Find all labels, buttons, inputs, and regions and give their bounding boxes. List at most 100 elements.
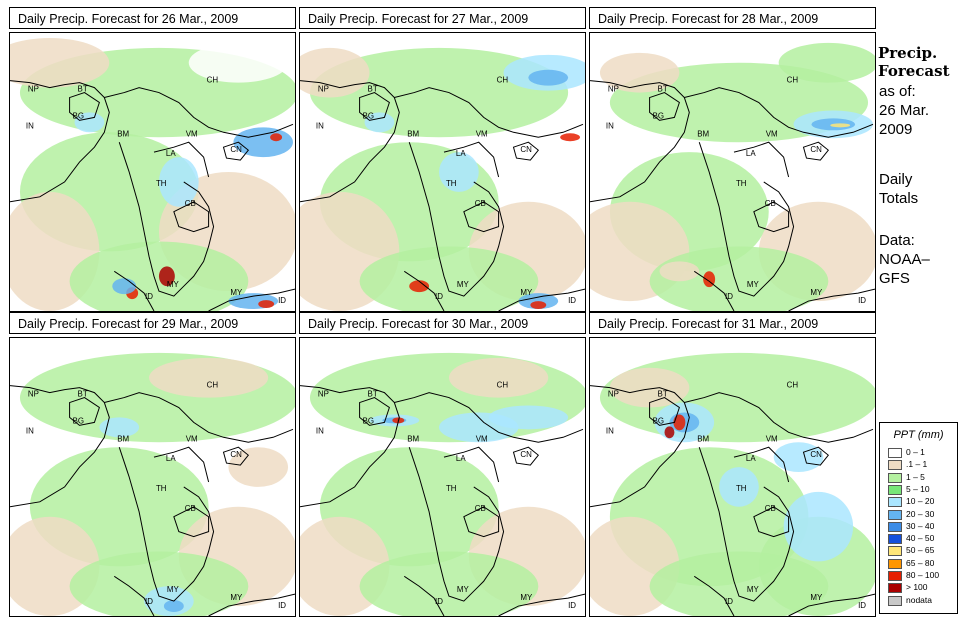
country-label: VM: [766, 434, 778, 443]
as-of-line-2: 26 Mar.: [879, 102, 930, 119]
coastline-borders: [590, 385, 875, 616]
precip-area: [163, 600, 184, 613]
legend-title: PPT (mm): [893, 429, 944, 441]
country-label: TH: [446, 179, 457, 188]
country-label: ID: [278, 601, 286, 610]
country-label: IN: [316, 426, 324, 435]
legend-swatch: [888, 484, 902, 495]
country-label: BT: [78, 85, 88, 94]
country-label: IN: [606, 426, 614, 435]
country-label: BG: [363, 111, 374, 120]
precip-map: NP BT BG IN BM CH VM CN LA TH CB MY ID MY ID: [10, 352, 295, 616]
country-label: TH: [736, 484, 747, 493]
precip-area: [778, 42, 875, 83]
map-panel-3: Daily Precip. Forecast for 28 Mar., 2009…: [589, 7, 876, 312]
legend-row: .1 – 1: [888, 459, 954, 471]
country-label: CH: [207, 76, 219, 85]
legend-swatch: [888, 583, 902, 594]
precip-area: [112, 278, 137, 295]
precip-area: [609, 367, 690, 408]
legend-row: > 100: [888, 582, 954, 594]
map-frame: NP BT BG IN BM CH VM CN LA TH CB MY ID MY ID: [9, 32, 296, 312]
country-label: LA: [746, 454, 756, 463]
country-label: ID: [858, 601, 866, 610]
country-label: ID: [145, 597, 153, 606]
precip-area: [659, 261, 700, 282]
country-label: BT: [368, 85, 378, 94]
precip-map: NP BT BG IN BM CH VM CN LA TH CB MY ID MY ID: [300, 47, 585, 311]
data-line-1: Data:: [879, 232, 915, 249]
panel-title: Daily Precip. Forecast for 28 Mar., 2009: [589, 7, 876, 29]
country-label: BG: [363, 416, 374, 425]
legend-swatch: [888, 595, 902, 606]
country-label: CN: [810, 450, 822, 459]
data-line-3: GFS: [879, 270, 910, 287]
country-label: BM: [117, 434, 129, 443]
as-of-text: as of: 26 Mar. 2009: [879, 82, 929, 139]
map-frame: NP BT BG IN BM CH VM CN LA TH CB MY ID MY ID: [589, 337, 876, 617]
country-label: NP: [608, 85, 619, 94]
country-label: ID: [278, 296, 286, 305]
country-label: CB: [765, 504, 776, 513]
precip-area: [233, 127, 293, 158]
country-label: MY: [457, 280, 470, 289]
country-label: BG: [653, 111, 664, 120]
country-label: CN: [230, 145, 242, 154]
precip-area: [488, 405, 569, 430]
country-label: CN: [520, 450, 532, 459]
map-frame: NP BT BG IN BM CH VM CN LA TH CB MY ID MY ID: [299, 337, 586, 617]
country-label: BM: [407, 434, 419, 443]
legend-swatch: [888, 571, 902, 581]
precip-area: [149, 357, 269, 398]
country-label: CH: [787, 76, 799, 85]
coastline-borders: [300, 385, 585, 616]
precip-area: [649, 246, 829, 311]
legend-label: 0 – 1: [906, 447, 925, 457]
country-label: BM: [117, 129, 129, 138]
country-label: VM: [476, 129, 488, 138]
precip-area: [518, 293, 559, 310]
country-label: NP: [608, 390, 619, 399]
country-label: VM: [766, 129, 778, 138]
country-label: CH: [787, 381, 799, 390]
map-panel-5: Daily Precip. Forecast for 30 Mar., 2009…: [299, 312, 586, 617]
legend-label: 5 – 10: [906, 483, 930, 494]
country-label: MY: [747, 280, 760, 289]
country-label: CB: [475, 199, 486, 208]
country-label: MY: [747, 585, 760, 594]
country-label: MY: [230, 593, 243, 602]
precip-map: NP BT BG IN BM CH VM CN LA TH CB MY ID MY ID: [300, 352, 585, 616]
country-label: IN: [316, 121, 324, 130]
country-label: VM: [186, 129, 198, 138]
country-label: ID: [435, 597, 443, 606]
country-label: CB: [475, 504, 486, 513]
legend-label: 30 – 40: [906, 520, 935, 531]
legend-swatch: [888, 546, 902, 557]
country-label: CB: [185, 504, 196, 513]
side-title-line-1: Precip.: [878, 44, 938, 62]
legend-label: 80 – 100: [906, 570, 940, 580]
country-label: CN: [230, 450, 242, 459]
precip-area: [10, 37, 110, 88]
precip-area: [74, 112, 105, 133]
data-source-text: Data: NOAA– GFS: [879, 231, 930, 288]
side-title: Precip. Forecast: [878, 44, 950, 80]
country-label: ID: [145, 292, 153, 301]
panel-title: Daily Precip. Forecast for 31 Mar., 2009: [589, 312, 876, 334]
panel-title: Daily Precip. Forecast for 29 Mar., 2009: [9, 312, 296, 334]
country-label: CH: [497, 76, 509, 85]
coastline-borders: [10, 385, 295, 616]
coastline-borders: [300, 80, 585, 311]
country-label: LA: [746, 149, 756, 158]
legend-swatch: [888, 534, 902, 545]
precip-area: [560, 133, 581, 142]
map-frame: NP BT BG IN BM CH VM CN LA TH CB MY ID MY ID: [589, 32, 876, 312]
country-label: VM: [186, 434, 198, 443]
precip-area: [830, 123, 851, 128]
precip-area: [530, 301, 547, 310]
precip-area: [69, 551, 249, 616]
precip-map: NP BT BG IN BM CH VM CN LA TH CB MY ID MY ID: [10, 37, 295, 311]
country-label: BT: [658, 85, 668, 94]
precip-area: [448, 357, 549, 398]
